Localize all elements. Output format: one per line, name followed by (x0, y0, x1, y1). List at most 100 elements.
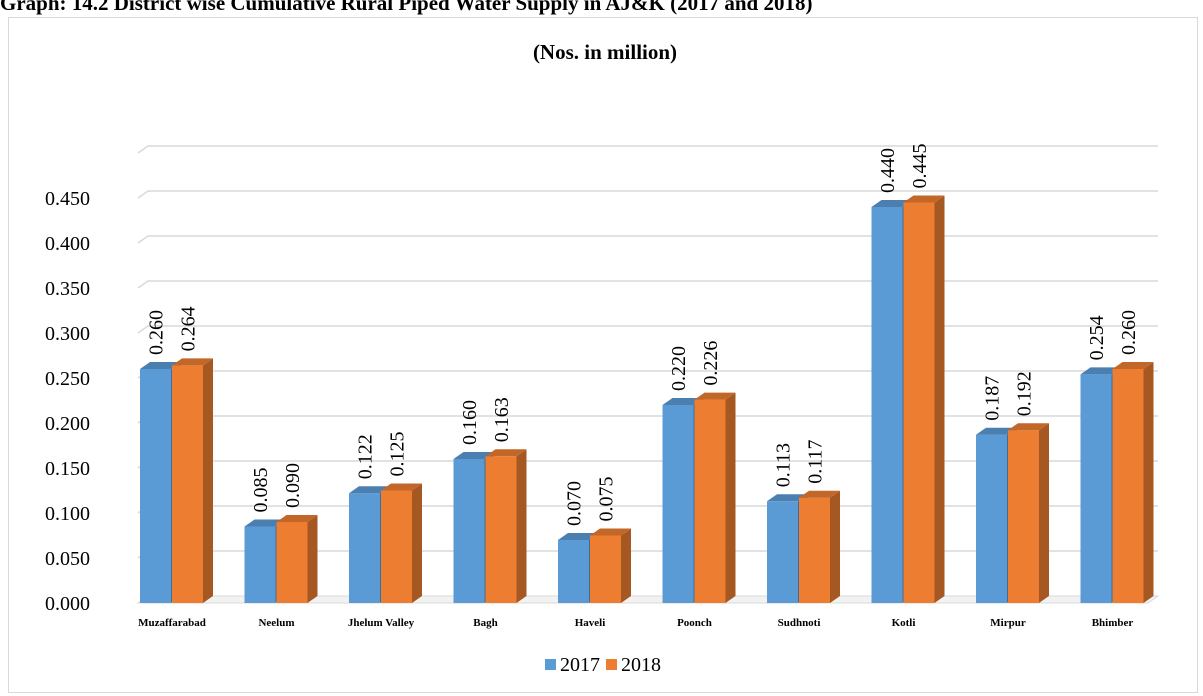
bar-top (140, 362, 181, 369)
data-label: 0.075 (596, 477, 618, 522)
bar-side (1039, 423, 1049, 603)
bar-top (1080, 367, 1122, 375)
bar-2018-jhelum-valley (381, 490, 412, 603)
data-label: 0.264 (178, 306, 200, 351)
bar-2018-kotli (903, 202, 935, 603)
bar-2017-haveli (558, 540, 589, 603)
bar-top (871, 200, 913, 207)
gridline (137, 370, 1158, 379)
y-tick-label: 0.100 (45, 503, 90, 525)
chart-subtitle: (Nos. in million) (533, 40, 677, 64)
bar-2018-muzaffarabad (172, 365, 203, 603)
bar-top (662, 398, 704, 405)
gridline (137, 145, 1158, 154)
bar-side (203, 358, 213, 603)
data-label: 0.260 (1118, 310, 1140, 355)
bar-2018-bagh (485, 456, 517, 603)
data-label: 0.090 (282, 463, 304, 508)
bar-2017-muzaffarabad (140, 369, 171, 603)
y-tick-label: 0.250 (45, 368, 90, 390)
y-tick-label: 0.150 (45, 458, 90, 480)
y-tick-label: 0.050 (45, 548, 90, 570)
x-tick-label: Kotli (892, 617, 916, 629)
gridline (137, 190, 1158, 199)
data-label: 0.113 (773, 443, 795, 487)
bar-top (799, 490, 840, 498)
bar-top (903, 195, 945, 203)
data-label: 0.187 (982, 376, 1004, 421)
gridline (137, 415, 1158, 424)
data-label: 0.125 (387, 432, 409, 477)
bar-2018-neelum (276, 522, 308, 603)
y-tick-label: 0.350 (45, 278, 90, 300)
bar-2018-bhimber (1112, 369, 1144, 603)
gridline (137, 235, 1158, 244)
legend-swatch-2017 (545, 659, 556, 670)
x-tick-label: Poonch (677, 617, 712, 629)
bar-top (349, 486, 390, 494)
bar-side (621, 528, 631, 603)
data-label: 0.445 (909, 144, 931, 189)
bar-top (381, 483, 422, 491)
bar-side (1143, 362, 1154, 603)
bar-top (694, 392, 736, 400)
bar-2018-poonch (694, 399, 726, 603)
y-tick-label: 0.200 (45, 413, 90, 435)
data-label: 0.085 (250, 468, 272, 513)
bar-2017-neelum (244, 526, 276, 603)
data-label: 0.254 (1086, 315, 1108, 360)
bar-2017-bhimber (1080, 374, 1112, 603)
x-tick-label: Bagh (473, 617, 497, 629)
data-label: 0.070 (564, 481, 586, 526)
bar-top (1008, 423, 1049, 431)
y-tick-label: 0.000 (45, 593, 90, 615)
bar-side (307, 515, 318, 603)
x-tick-label: Neelum (258, 617, 294, 629)
bar-2017-bagh (453, 459, 485, 603)
x-tick-label: Jhelum Valley (348, 617, 415, 629)
bar-side (412, 483, 422, 603)
data-label: 0.160 (459, 400, 481, 445)
gridline (137, 325, 1158, 334)
data-label: 0.440 (877, 148, 899, 193)
y-tick-label: 0.400 (45, 233, 90, 255)
legend-swatch-2018 (606, 659, 617, 670)
bar-2017-kotli (871, 207, 903, 603)
data-label: 0.260 (146, 310, 168, 355)
bar-2017-mirpur (976, 434, 1007, 603)
bar-side (830, 490, 840, 603)
bar-top (485, 449, 527, 457)
gridline (137, 280, 1158, 289)
bar-top (767, 494, 808, 502)
y-tick-label: 0.300 (45, 323, 90, 345)
bar-top (976, 427, 1017, 435)
y-tick-label: 0.450 (45, 188, 90, 210)
bar-top (172, 358, 213, 366)
x-tick-label: Haveli (575, 617, 606, 629)
bar-top (1112, 362, 1154, 369)
legend-label: 2018 (621, 654, 661, 676)
x-tick-label: Mirpur (990, 617, 1026, 629)
data-label: 0.220 (668, 346, 690, 391)
x-tick-label: Sudhnoti (778, 617, 821, 629)
data-label: 0.122 (355, 434, 377, 479)
bar-2017-jhelum-valley (349, 493, 380, 603)
bar-side (934, 195, 945, 603)
bar-top (244, 519, 286, 527)
data-label: 0.117 (805, 439, 827, 483)
x-tick-label: Bhimber (1092, 617, 1134, 629)
bar-2018-mirpur (1008, 430, 1039, 603)
bar-top (590, 528, 631, 536)
page-title: Graph: 14.2 District wise Cumulative Rur… (0, 0, 813, 15)
bar-2018-haveli (590, 535, 621, 603)
data-label: 0.192 (1014, 371, 1036, 416)
data-label: 0.163 (491, 397, 513, 442)
bar-side (516, 449, 527, 603)
bar-2018-sudhnoti (799, 497, 830, 603)
legend-label: 2017 (560, 654, 600, 676)
bar-2017-poonch (662, 405, 694, 603)
bar-side (725, 392, 736, 603)
bar-top (453, 452, 495, 459)
bar-2017-sudhnoti (767, 501, 798, 603)
